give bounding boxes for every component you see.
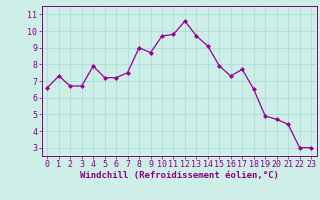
X-axis label: Windchill (Refroidissement éolien,°C): Windchill (Refroidissement éolien,°C) bbox=[80, 171, 279, 180]
